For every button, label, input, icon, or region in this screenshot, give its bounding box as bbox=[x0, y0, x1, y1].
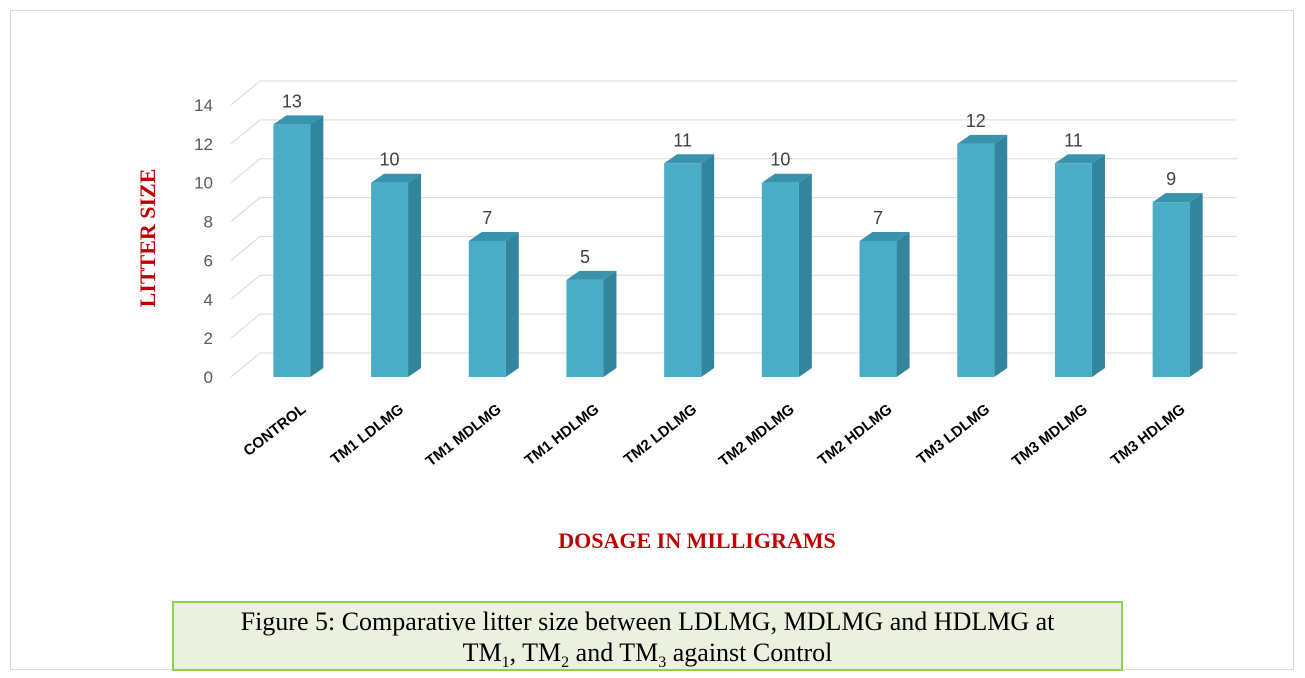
y-tick-label: 12 bbox=[194, 135, 213, 154]
caption-line-1: Figure 5: Comparative litter size betwee… bbox=[240, 607, 1055, 636]
caption-tm: TM bbox=[462, 638, 502, 667]
data-label: 12 bbox=[966, 111, 986, 131]
bar bbox=[371, 182, 409, 377]
x-axis-categories: CONTROL TM1 LDLMG TM1 MDLMG TM1 HDLMG TM2 LD… bbox=[240, 401, 1188, 470]
x-tick-label: TM3 HDLMG bbox=[1108, 401, 1189, 469]
y-tick-label: 2 bbox=[204, 329, 213, 348]
bar-top bbox=[859, 232, 910, 241]
bar-side bbox=[408, 173, 422, 377]
bar-top bbox=[664, 154, 715, 164]
bar bbox=[664, 163, 702, 377]
bar-side bbox=[1091, 154, 1105, 377]
bar-top bbox=[273, 115, 324, 125]
caption-sep: , bbox=[509, 638, 523, 667]
bar bbox=[566, 279, 604, 377]
x-tick-label: TM2 HDLMG bbox=[815, 401, 896, 469]
bar bbox=[761, 182, 799, 377]
bar bbox=[468, 241, 506, 377]
bar-top bbox=[566, 270, 617, 280]
data-label: 11 bbox=[673, 130, 692, 150]
y-tick-label: 10 bbox=[194, 174, 213, 193]
y-tick-label: 0 bbox=[204, 368, 213, 387]
gridline-side bbox=[230, 80, 261, 106]
data-label: 5 bbox=[580, 247, 590, 267]
bar bbox=[1152, 202, 1190, 377]
caption-sep: and bbox=[569, 638, 620, 667]
bar-side bbox=[1189, 193, 1203, 377]
x-tick-label: TM2 MDLMG bbox=[716, 401, 798, 470]
bar-chart: 0 2 4 6 8 10 12 14 13 10 7 5 11 10 7 12 11 9 CONTROL TM1 … bbox=[135, 80, 1237, 553]
y-axis-title: LITTER SIZE bbox=[135, 169, 160, 308]
bar-side bbox=[896, 232, 910, 377]
gridline-side bbox=[230, 158, 261, 184]
bar-top bbox=[1152, 193, 1203, 203]
figure-caption: Figure 5: Comparative litter size betwee… bbox=[172, 601, 1123, 671]
bar-side bbox=[505, 232, 519, 377]
x-tick-label: TM3 MDLMG bbox=[1009, 401, 1091, 470]
gridline-side bbox=[230, 313, 261, 339]
bar-top bbox=[468, 232, 519, 241]
data-label: 7 bbox=[873, 208, 883, 228]
x-tick-label: TM2 LDLMG bbox=[621, 401, 700, 468]
data-labels: 13 10 7 5 11 10 7 12 11 9 bbox=[282, 91, 1176, 266]
bar bbox=[957, 143, 995, 377]
x-axis-title: DOSAGE IN MILLIGRAMS bbox=[558, 528, 835, 553]
caption-tm: TM bbox=[522, 638, 562, 667]
bar bbox=[859, 241, 897, 377]
x-tick-label: TM1 LDLMG bbox=[328, 401, 407, 468]
caption-tail: against Control bbox=[666, 638, 833, 667]
y-tick-label: 4 bbox=[204, 290, 213, 309]
gridline-side bbox=[230, 352, 261, 378]
data-label: 11 bbox=[1064, 130, 1083, 150]
gridline-side bbox=[230, 274, 261, 300]
bar-top bbox=[371, 173, 422, 183]
bar-side bbox=[798, 173, 812, 377]
x-tick-label: CONTROL bbox=[240, 401, 309, 460]
data-label: 7 bbox=[482, 208, 492, 228]
data-label: 9 bbox=[1166, 169, 1176, 189]
gridline-side bbox=[230, 236, 261, 261]
bar-side bbox=[994, 134, 1008, 377]
caption-line-2: TM1, TM2 and TM3 against Control bbox=[174, 637, 1121, 678]
bar-top bbox=[957, 134, 1008, 144]
y-tick-label: 14 bbox=[194, 96, 213, 115]
caption-tm: TM bbox=[619, 638, 659, 667]
gridline-side bbox=[230, 197, 261, 222]
gridline-side bbox=[230, 119, 261, 145]
y-tick-label: 6 bbox=[204, 251, 213, 270]
bar-top bbox=[1054, 154, 1105, 164]
data-label: 13 bbox=[282, 91, 302, 111]
bar bbox=[273, 124, 311, 377]
x-tick-label: TM3 LDLMG bbox=[914, 401, 993, 468]
bar-side bbox=[603, 270, 617, 377]
x-tick-label: TM1 MDLMG bbox=[423, 401, 505, 470]
bar-top bbox=[761, 173, 812, 183]
y-tick-label: 8 bbox=[204, 213, 213, 232]
bars bbox=[273, 115, 1203, 377]
bar-side bbox=[701, 154, 715, 377]
bar-side bbox=[310, 115, 324, 377]
x-tick-label: TM1 HDLMG bbox=[522, 401, 603, 469]
data-label: 10 bbox=[380, 150, 400, 170]
y-axis-ticks: 0 2 4 6 8 10 12 14 bbox=[194, 96, 213, 387]
data-label: 10 bbox=[770, 150, 790, 170]
bar bbox=[1054, 163, 1092, 377]
